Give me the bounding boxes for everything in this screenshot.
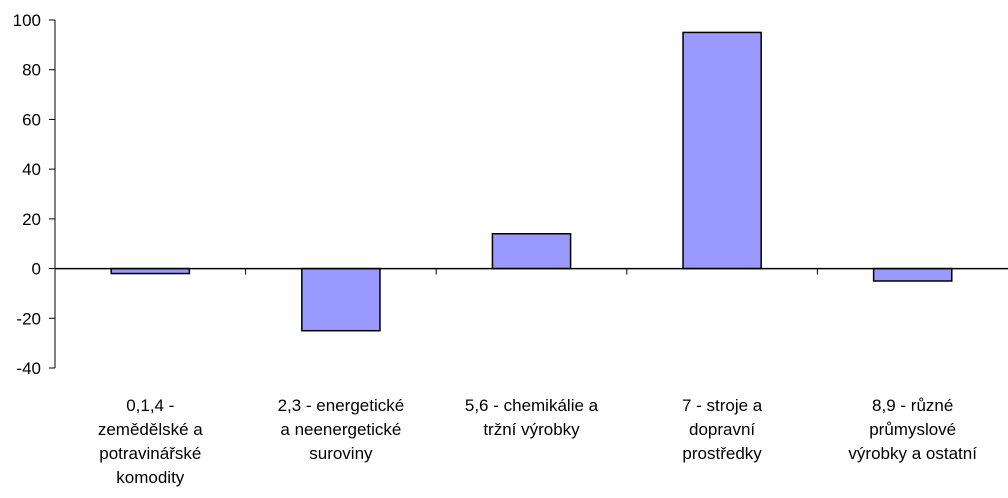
category-label: 0,1,4 - zemědělské a potravinářské komod…	[97, 396, 203, 487]
y-tick-label: 60	[22, 110, 41, 129]
y-tick-label: 100	[13, 11, 41, 30]
category-label: 2,3 - energetické a neenergetické surovi…	[277, 396, 405, 463]
bar	[491, 233, 572, 270]
category-label: 5,6 - chemikálie a tržní výrobky	[464, 396, 599, 439]
bar	[872, 267, 953, 282]
category-label: 7 - stroje a dopravní prostředky	[681, 396, 763, 463]
y-tick-label: -40	[16, 359, 41, 378]
y-tick-label: 80	[22, 61, 41, 80]
category-label: 8,9 - různé průmyslové výrobky a ostatní	[848, 396, 977, 463]
bars	[110, 31, 953, 332]
y-tick-label: 40	[22, 160, 41, 179]
y-tick-label: -20	[16, 309, 41, 328]
y-tick-label: 20	[22, 210, 41, 229]
bar	[301, 267, 381, 332]
x-axis	[55, 267, 1008, 275]
bar	[682, 31, 762, 270]
y-axis: 100 80 60 40 20 0 -20 -40	[13, 11, 56, 378]
y-tick-label: 0	[32, 260, 41, 279]
